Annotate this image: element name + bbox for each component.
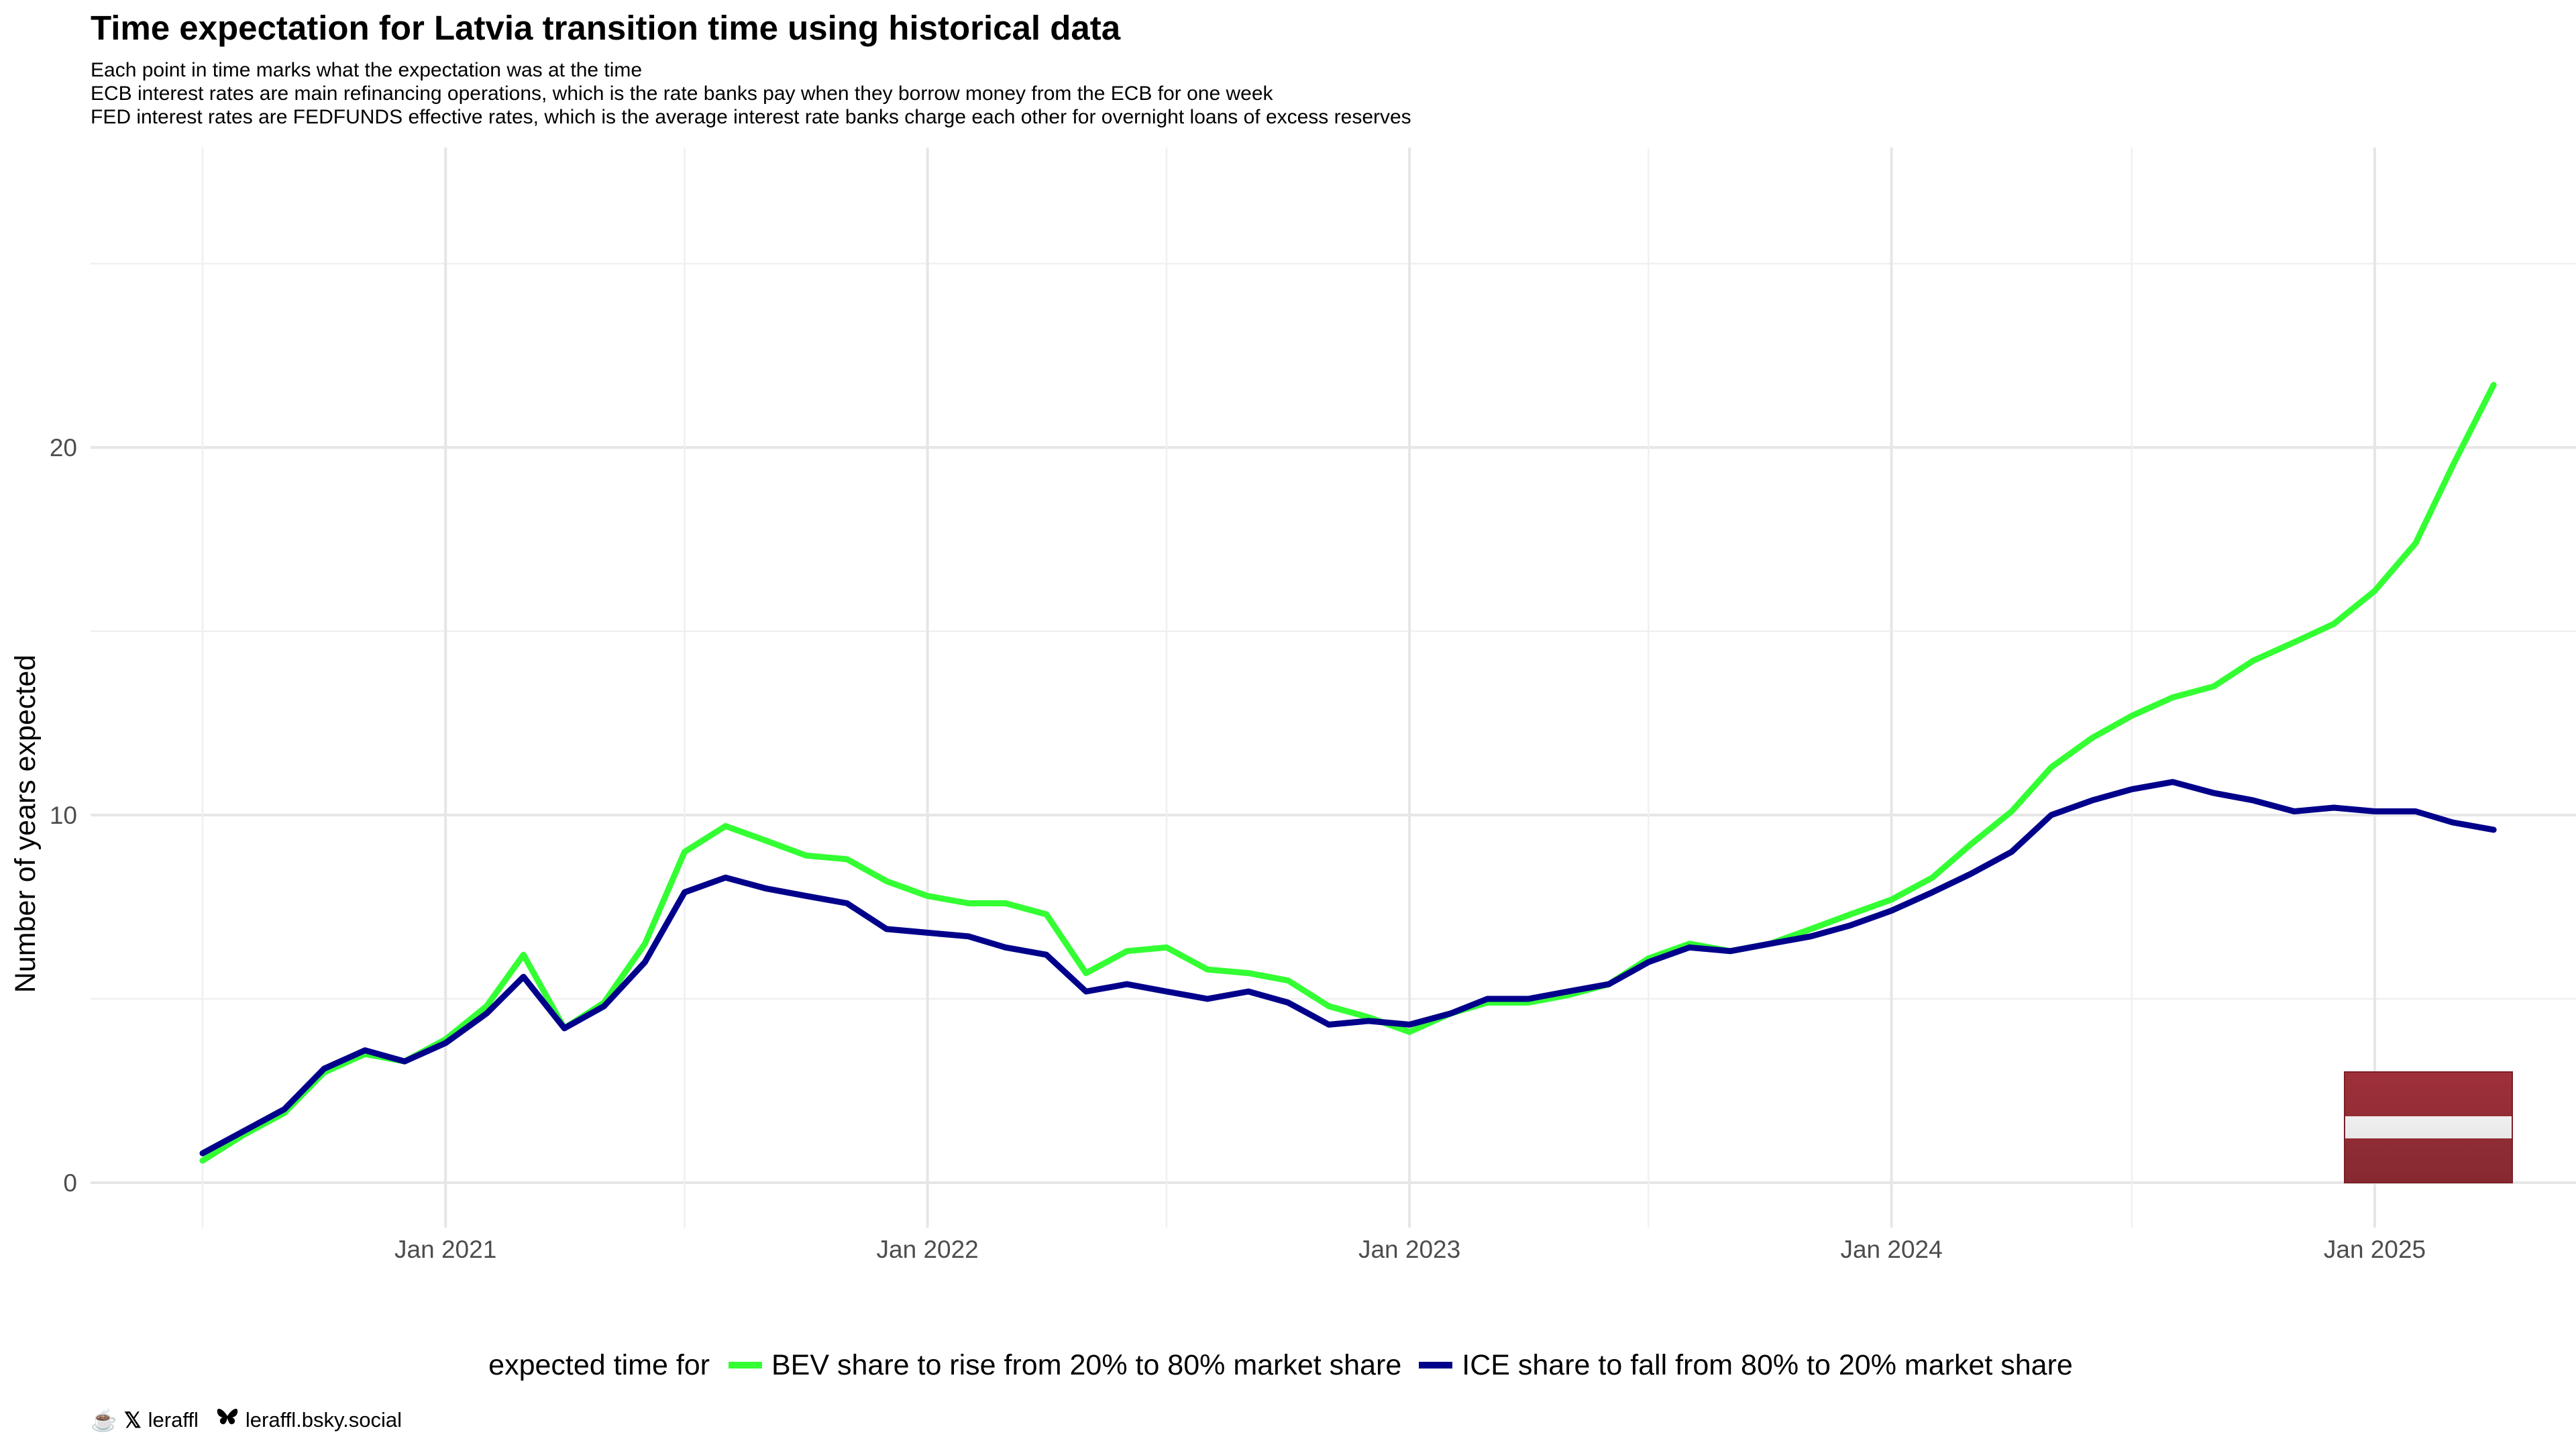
x-handle: leraffl [148,1408,199,1432]
y-tick-label: 20 [50,434,77,462]
series-line-bev [199,382,2497,1164]
y-axis-label: Number of years expected [9,655,42,993]
latvia-flag-icon [2344,1071,2513,1183]
x-tick-label: Jan 2024 [1840,1236,1942,1263]
subtitle-line: ECB interest rates are main refinancing … [91,83,1273,105]
legend-item-bev: BEV share to rise from 20% to 80% market… [726,1349,1401,1382]
subtitle-line: Each point in time marks what the expect… [91,59,643,81]
y-axis: 0 10 20 [50,434,77,1197]
x-tick-label: Jan 2023 [1358,1236,1460,1263]
footer-credits: ☕ 𝕏 leraffl leraffl.bsky.social [91,1407,419,1433]
legend-label-ice: ICE share to fall from 80% to 20% market… [1462,1348,2073,1381]
legend-item-ice: ICE share to fall from 80% to 20% market… [1416,1349,2073,1382]
legend-label-bev: BEV share to rise from 20% to 80% market… [771,1348,1402,1381]
y-tick-label: 10 [50,802,77,829]
x-logo-icon: 𝕏 [123,1408,142,1432]
legend-key-bev [729,1362,762,1368]
legend-title: expected time for [488,1348,710,1381]
x-tick-label: Jan 2022 [877,1236,979,1263]
butterfly-icon [216,1407,239,1433]
series-line-ice [199,779,2497,1157]
chart-grid [91,148,2576,1228]
chart-subtitle: Each point in time marks what the expect… [91,58,1411,129]
bsky-handle: leraffl.bsky.social [245,1408,402,1432]
subtitle-line: FED interest rates are FEDFUNDS effectiv… [91,106,1411,128]
x-tick-label: Jan 2025 [2324,1236,2426,1263]
chart-title: Time expectation for Latvia transition t… [91,9,1121,47]
y-tick-label: 0 [63,1169,77,1197]
x-axis: Jan 2021 Jan 2022 Jan 2023 Jan 2024 Jan 2025 [394,1236,2426,1263]
legend-key-ice [1419,1362,1453,1368]
coffee-cup-icon: ☕ [91,1408,117,1432]
x-tick-label: Jan 2021 [394,1236,496,1263]
chart-series [199,382,2497,1164]
chart-legend: expected time for BEV share to rise from… [0,1342,2576,1389]
flag-border [2344,1071,2513,1183]
